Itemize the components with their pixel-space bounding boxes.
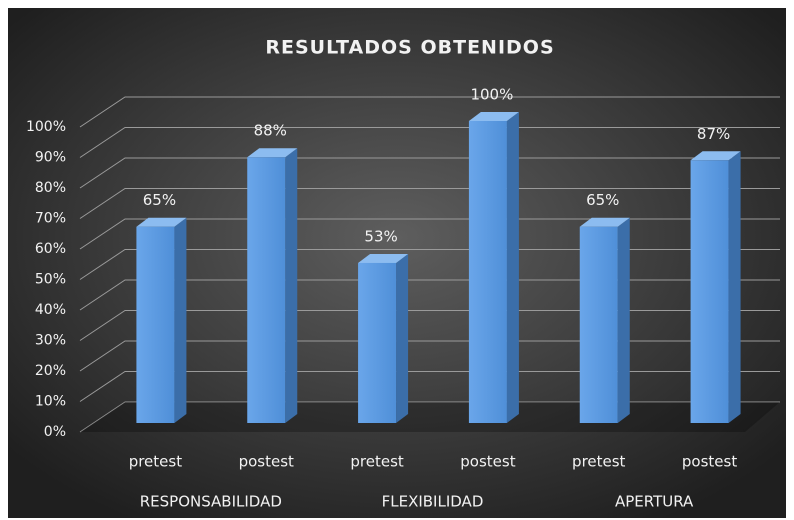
x-tick-label: postest [682,453,737,471]
value-label: 65% [586,191,619,209]
y-tick-label: 0% [44,424,66,440]
grid-line [79,371,780,402]
bar [136,217,187,423]
value-label: 87% [697,125,730,143]
bar-side [285,148,298,424]
bar-front [468,121,507,423]
group-label: APERTURA [615,493,694,511]
bar-side [506,112,519,423]
y-tick-label: 40% [35,302,66,318]
bar [358,253,409,423]
group-label: RESPONSABILIDAD [140,493,282,511]
group-label: FLEXIBILIDAD [382,493,484,511]
bar-top [579,217,630,227]
x-tick-label: pretest [129,453,183,471]
grid-line [79,310,780,341]
grid-line [79,188,780,219]
bar-top [136,217,187,227]
y-tick-label: 100% [26,119,66,135]
bar-front [136,226,175,423]
grid-line [79,401,780,433]
bar-front [690,160,729,423]
grid-line [79,279,780,311]
bar-side [174,217,187,423]
value-label: 100% [470,86,513,104]
x-tick-label: postest [460,453,515,471]
bar-front [247,157,286,424]
y-tick-label: 30% [35,333,66,349]
bar-top [468,112,519,121]
y-tick-label: 50% [35,272,66,288]
grid-line [79,96,780,128]
x-tick-label: pretest [350,453,404,471]
value-label: 65% [143,191,176,209]
x-tick-label: pretest [572,453,626,471]
grid-line [79,218,780,250]
chart-title: RESULTADOS OBTENIDOS [265,37,554,59]
y-tick-label: 10% [35,394,66,410]
bar [690,151,741,423]
y-tick-label: 70% [35,211,66,227]
grid-line [79,157,780,189]
y-tick-label: 20% [35,363,66,379]
grid-line [79,340,780,372]
value-label: 88% [254,122,287,140]
bar-top [247,148,298,158]
bar-top [690,151,741,161]
x-tick-label: postest [239,453,294,471]
bar-top [358,253,409,263]
bar-front [579,226,618,423]
bar [579,217,630,423]
bar-side [728,151,741,423]
grid-line [79,249,780,280]
bar [468,112,519,423]
y-tick-label: 90% [35,150,66,166]
grid-line [79,127,780,158]
bar-side [396,253,409,423]
y-tick-label: 60% [35,241,66,257]
bar-side [617,217,630,423]
bar-front [358,262,397,423]
bar [247,148,298,424]
value-label: 53% [364,227,397,245]
y-tick-label: 80% [35,180,66,196]
